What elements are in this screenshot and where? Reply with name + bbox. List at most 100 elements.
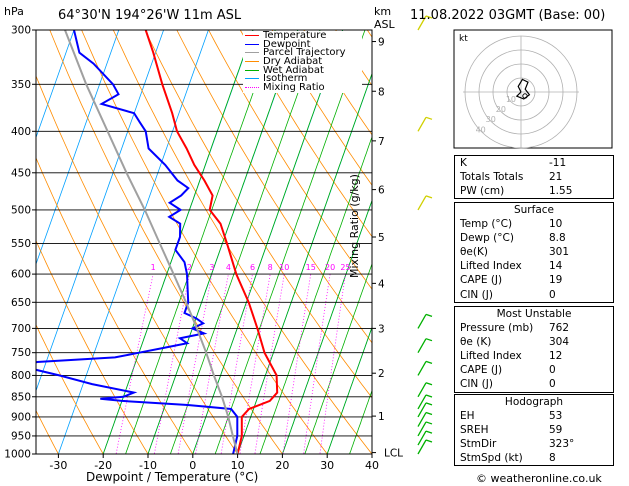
- hodo-value: 53: [549, 410, 563, 423]
- indices-table: K -11 Totals Totals 21 PW (cm) 1.55: [454, 155, 614, 200]
- hodograph-ring-label: 30: [486, 115, 496, 124]
- mixing-ratio-label: 2: [187, 263, 192, 272]
- wind-barb-flag: [425, 313, 433, 318]
- mixing-ratio-labels: 1 2 3 4 6 8 10 15 20 25: [151, 263, 351, 272]
- y-tick-label: 300: [11, 25, 31, 37]
- asl-label: ASL: [374, 18, 395, 31]
- wind-barbs: [417, 15, 433, 455]
- surface-label: θe(K): [460, 246, 488, 259]
- y-tick-label: 350: [11, 79, 31, 91]
- y-tick-label: 500: [11, 204, 31, 216]
- most-unstable-title: Most Unstable: [496, 308, 572, 320]
- storm-motion-marker: [522, 93, 528, 99]
- mixing-ratio-label: 6: [250, 263, 255, 272]
- isotherm-line: [36, 30, 165, 392]
- mu-value: 12: [549, 350, 563, 363]
- wind-barb: [417, 116, 427, 132]
- isotherm-line: [36, 30, 75, 139]
- hodo-label: EH: [460, 410, 475, 423]
- x-tick-label: 0: [189, 459, 196, 472]
- mixing-ratio-label: 25: [340, 263, 350, 272]
- mixing-ratio-label: 4: [226, 263, 231, 272]
- mu-label: CIN (J): [460, 378, 493, 391]
- wind-barb: [417, 402, 427, 418]
- legend-item: Dewpoint: [243, 38, 362, 50]
- dry-adiabat-line: [271, 30, 372, 186]
- hodograph-unit-label: kt: [459, 34, 468, 44]
- wind-barb-flag: [425, 394, 433, 398]
- legend-item: Parcel Trajectory: [243, 47, 362, 59]
- legend-label: Mixing Ratio: [263, 82, 325, 94]
- surface-label: Dewp (°C): [460, 232, 514, 245]
- mixing-ratio-line: [282, 274, 312, 454]
- y-tick-label: 600: [11, 269, 31, 281]
- x-tick-label: 30: [320, 459, 334, 472]
- wind-barb: [417, 15, 427, 31]
- wind-barb-flag: [425, 116, 433, 120]
- legend-swatch: [245, 78, 259, 80]
- legend-label: Parcel Trajectory: [263, 47, 346, 59]
- mixing-ratio-line: [115, 274, 154, 454]
- legend-label: Temperature: [263, 30, 327, 41]
- mu-value: 762: [549, 322, 570, 335]
- wind-barb-flag: [425, 430, 433, 434]
- x-tick-label: 10: [231, 459, 245, 472]
- isotherm-line: [0, 0, 7, 471]
- mu-value: 0: [549, 378, 556, 391]
- y-tick-label: 800: [11, 370, 31, 382]
- most-unstable-table: Most Unstable Pressure (mb) 762 θe (K) 304…: [454, 306, 614, 393]
- wind-barb-flag: [425, 338, 433, 342]
- surface-value: 10: [549, 218, 563, 231]
- mixing-ratio-label: 20: [325, 263, 335, 272]
- isotherm-line: [57, 30, 209, 454]
- location-title: 64°30'N 194°26'W 11m ASL: [58, 8, 242, 23]
- mixing-ratio-line: [153, 274, 190, 454]
- wind-barb-flag: [425, 421, 433, 425]
- wet-adiabat-line: [349, 389, 372, 454]
- mixing-ratio-axis-title: Mixing Ratio (g/kg): [348, 174, 361, 278]
- mu-label: CAPE (J): [460, 364, 503, 377]
- series-line-dewpoint: [36, 30, 239, 454]
- index-label: Totals Totals: [460, 171, 524, 184]
- legend-swatch: [245, 87, 259, 89]
- hodograph-ring-label: 40: [476, 125, 486, 134]
- series-line-parcel-trajectory: [64, 30, 239, 454]
- y-tick-label: 1000: [4, 449, 31, 461]
- x-tick-label: 40: [365, 459, 379, 472]
- y-tick-label: 450: [11, 167, 31, 179]
- hodograph-trace: [515, 78, 531, 100]
- y-tick-label: 700: [11, 323, 31, 335]
- mixing-ratio-label: 8: [268, 263, 273, 272]
- km-tick-label: 6: [378, 185, 385, 197]
- mu-label: Pressure (mb): [460, 322, 534, 335]
- km-tick-label: 2: [378, 368, 385, 380]
- x-tick-label: 20: [275, 459, 289, 472]
- legend-label: Dewpoint: [263, 38, 311, 50]
- wind-barb-flag: [425, 360, 433, 365]
- y-tick-label: 550: [11, 238, 31, 250]
- wind-barb: [417, 412, 427, 427]
- legend-item: Isotherm: [243, 74, 362, 84]
- hodograph-frame: [453, 29, 613, 149]
- plot-frame: [35, 29, 373, 455]
- surface-value: 0: [549, 288, 556, 301]
- surface-table: Surface Temp (°C) 10 Dewp (°C) 8.8 θe(K) 30…: [454, 202, 614, 303]
- wind-barb-flag: [425, 15, 433, 19]
- mu-value: 304: [549, 336, 570, 349]
- wind-barb: [417, 430, 427, 446]
- mixing-ratio-line: [177, 274, 213, 454]
- hodograph-ring-label: 20: [496, 105, 506, 114]
- wind-barb-flag: [425, 402, 433, 406]
- dry-adiabat-line: [36, 409, 59, 454]
- wind-barb: [417, 382, 427, 398]
- km-tick-label: 8: [378, 86, 385, 98]
- index-value: 21: [549, 171, 563, 184]
- mixing-ratio-label: 15: [306, 263, 316, 272]
- mu-label: Lifted Index: [460, 350, 522, 363]
- wind-barb-flag: [425, 439, 433, 443]
- y-tick-label: 850: [11, 391, 31, 403]
- km-tick-label: 5: [378, 232, 385, 244]
- legend-item: Mixing Ratio: [243, 82, 362, 94]
- dry-adiabat-line: [208, 30, 372, 290]
